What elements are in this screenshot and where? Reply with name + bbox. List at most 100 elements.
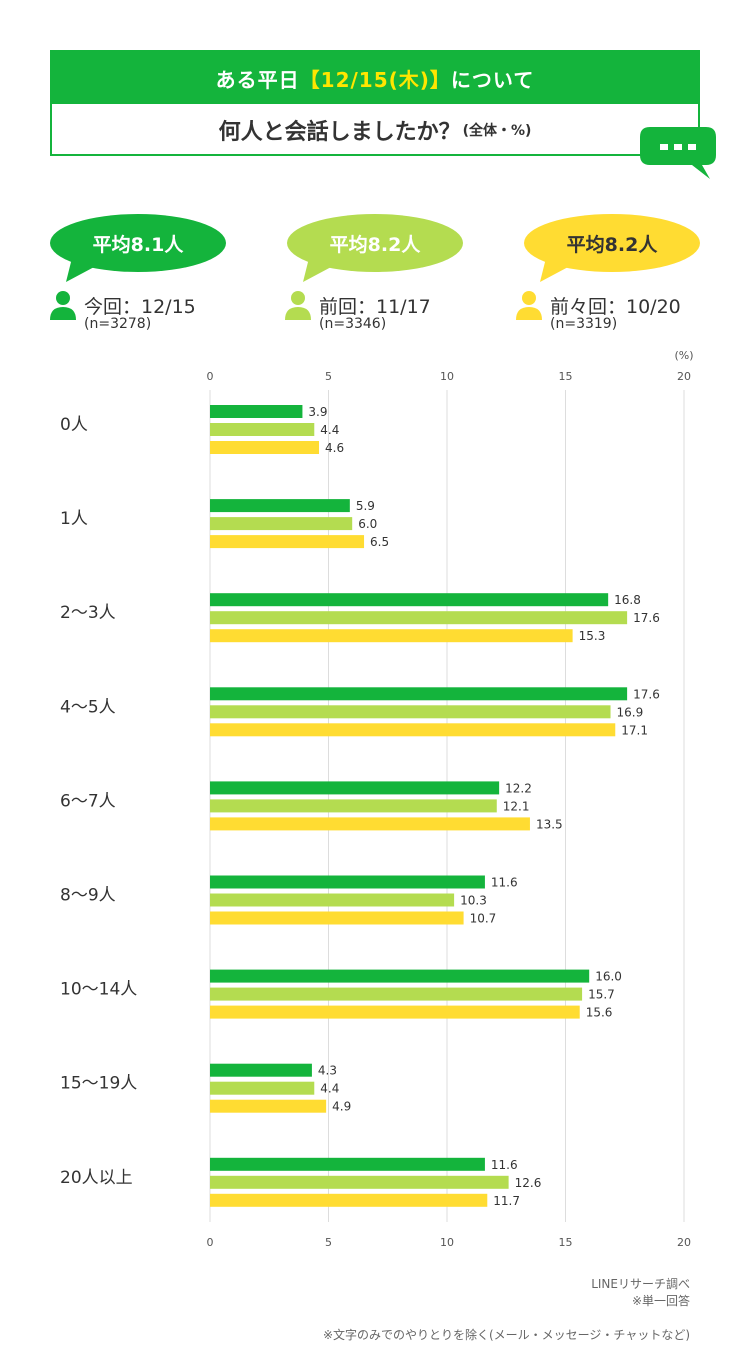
legend-item-current: 今回：12/15 (n=3278) (50, 291, 250, 342)
bar (210, 723, 616, 737)
bar (210, 629, 573, 643)
data-label: 11.7 (493, 1194, 520, 1208)
bar (210, 517, 353, 531)
x-tick-label-bottom: 15 (559, 1236, 573, 1249)
average-label: 平均8.2人 (329, 233, 421, 256)
legend-item-previous: 前回：11/17 (n=3346) (285, 291, 485, 342)
bar (210, 1081, 315, 1095)
speech-bubble-icon (524, 214, 700, 282)
bar (210, 781, 500, 795)
x-tick-label-top: 10 (440, 370, 454, 383)
legend-label: 前々回：10/20 (550, 296, 681, 318)
unit-label: (%) (674, 349, 693, 362)
bar (210, 499, 350, 513)
category-label: 10〜14人 (60, 980, 137, 1000)
data-label: 4.3 (318, 1064, 337, 1078)
bar (210, 705, 611, 719)
bar (210, 817, 530, 831)
question-note: (全体・%) (462, 123, 532, 139)
x-tick-label-bottom: 10 (440, 1236, 454, 1249)
bar-chart: 0 0 5 5 10 10 15 15 20 20 (%) 0人 3.9 4.4 4.6 1人 5.9 6.0 6.… (60, 349, 694, 1249)
bar (210, 1157, 485, 1171)
category-label: 0人 (60, 415, 88, 435)
source-note: LINEリサーチ調べ (591, 1277, 690, 1291)
category-label: 20人以上 (60, 1168, 133, 1188)
bar (210, 611, 628, 625)
data-label: 4.6 (325, 441, 344, 455)
title-box: ある平日 【12/15(木)】 について 何人と会話しましたか？ (全体・%) (50, 50, 700, 156)
data-label: 12.1 (503, 799, 530, 813)
data-label: 13.5 (536, 817, 563, 831)
bar (210, 1005, 580, 1019)
bar (210, 969, 590, 983)
chat-bubble-icon (640, 127, 716, 179)
bar (210, 535, 365, 549)
data-label: 4.4 (320, 1082, 339, 1096)
data-label: 15.7 (588, 988, 615, 1002)
category-label: 1人 (60, 509, 88, 529)
bar (210, 911, 464, 925)
legend-label: 前回：11/17 (319, 296, 431, 318)
legend-sample-size: (n=3346) (319, 316, 387, 332)
data-label: 15.3 (579, 629, 606, 643)
data-label: 17.6 (633, 611, 660, 625)
data-label: 5.9 (356, 499, 375, 513)
average-label: 平均8.2人 (566, 233, 658, 256)
data-label: 16.8 (614, 593, 641, 607)
data-label: 15.6 (586, 1006, 613, 1020)
legend-sample-size: (n=3278) (84, 316, 152, 332)
title-prefix: ある平日 (215, 67, 300, 92)
x-tick-label-bottom: 20 (677, 1236, 691, 1249)
bar (210, 1063, 312, 1077)
bar (210, 687, 628, 701)
x-tick-label-top: 0 (207, 370, 214, 383)
category-label: 6〜7人 (60, 791, 116, 811)
average-bubble-current: 平均8.1人 (50, 214, 226, 286)
bar (210, 875, 485, 889)
person-icon (516, 291, 542, 320)
x-tick-label-top: 15 (559, 370, 573, 383)
person-icon (285, 291, 311, 320)
average-label: 平均8.1人 (92, 233, 184, 256)
category-label: 2〜3人 (60, 603, 116, 623)
data-label: 6.5 (370, 535, 389, 549)
question-text: 何人と会話しましたか？ (218, 120, 461, 145)
x-tick-label-top: 5 (325, 370, 332, 383)
x-tick-label-top: 20 (677, 370, 691, 383)
bar (210, 1099, 327, 1113)
data-label: 10.3 (460, 894, 487, 908)
data-label: 17.1 (621, 723, 648, 737)
legend-label: 今回：12/15 (84, 296, 196, 318)
exclusion-note: ※文字のみでのやりとりを除く(メール・メッセージ・チャットなど) (322, 1328, 690, 1342)
bar (210, 799, 497, 813)
x-tick-label-bottom: 5 (325, 1236, 332, 1249)
category-label: 8〜9人 (60, 886, 116, 906)
average-bubble-previous: 平均8.2人 (287, 214, 463, 286)
speech-bubble-icon (287, 214, 463, 282)
data-label: 10.7 (470, 912, 497, 926)
data-label: 11.6 (491, 1158, 518, 1172)
bar (210, 405, 303, 418)
data-label: 12.6 (515, 1176, 542, 1190)
bar (210, 987, 583, 1001)
average-bubble-before-previous: 平均8.2人 (524, 214, 700, 286)
data-label: 17.6 (633, 687, 660, 701)
bar (210, 893, 455, 907)
bar (210, 1175, 509, 1189)
x-tick-label-bottom: 0 (207, 1236, 214, 1249)
person-icon (50, 291, 76, 320)
title-suffix: について (450, 67, 535, 92)
bar (210, 441, 320, 454)
bar (210, 423, 315, 436)
bar (210, 593, 609, 607)
data-label: 11.6 (491, 876, 518, 890)
legend-item-before-previous: 前々回：10/20 (n=3319) (516, 291, 736, 342)
data-label: 16.9 (617, 705, 644, 719)
data-label: 12.2 (505, 781, 532, 795)
data-label: 3.9 (308, 405, 327, 419)
category-label: 15〜19人 (60, 1074, 137, 1094)
title-line-2: 何人と会話しましたか？ (全体・%) (52, 104, 698, 156)
category-label: 4〜5人 (60, 697, 116, 717)
data-label: 4.4 (320, 423, 339, 437)
data-label: 16.0 (595, 970, 622, 984)
